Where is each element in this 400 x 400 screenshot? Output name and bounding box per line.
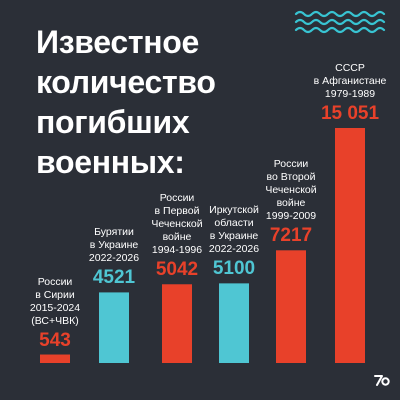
chart-title: Известное количество погибших военных:: [36, 22, 246, 182]
category-label: Бурятии в Украине 2022-2026: [74, 226, 154, 265]
category-label-line: 1994-1996: [151, 244, 203, 257]
category-label-line: в Первой: [154, 205, 200, 218]
category-label-line: Чеченской: [265, 184, 317, 197]
bar: [335, 128, 365, 363]
category-label-line: 2022-2026: [208, 243, 260, 256]
category-label-line: СССР: [335, 62, 365, 74]
category-label: Иркутской области в Украине 2022-2026: [194, 204, 274, 256]
category-label-line: области: [214, 217, 254, 230]
bar: [276, 250, 306, 363]
bar: [40, 354, 70, 363]
category-label: СССР в Афганистане 1979-1989: [310, 62, 390, 101]
value-label: 5100: [212, 258, 256, 280]
category-label-line: в Украине: [209, 230, 259, 243]
category-label-line: Бурятии: [94, 226, 134, 239]
category-label: России во Второй Чеченской войне 1999-2009: [251, 158, 331, 223]
category-label-line: России: [37, 275, 73, 288]
title-line: военных:: [36, 144, 185, 180]
category-label-line: (ВС+ЧВК): [31, 314, 79, 327]
title-line: погибших: [36, 104, 190, 140]
category-label: России в Сирии 2015-2024 (ВС+ЧВК): [15, 276, 95, 328]
title-line: Известное: [36, 24, 199, 60]
title-line: количество: [36, 64, 216, 100]
category-label-line: войне: [276, 197, 306, 210]
value-label: 7217: [269, 225, 313, 247]
value-label: 5042: [155, 259, 199, 281]
bar: [99, 292, 129, 363]
category-label-line: войне: [162, 231, 192, 244]
category-label-line: во Второй: [266, 171, 316, 184]
category-label-line: в Афганистане: [313, 75, 387, 87]
bar: [219, 283, 249, 363]
category-label-line: в Сирии: [35, 288, 75, 301]
category-label-line: 2015-2024: [29, 301, 81, 314]
category-label-line: России: [273, 158, 309, 171]
value-label: 4521: [92, 267, 136, 289]
brand-logo-icon: [374, 375, 390, 386]
value-label: 543: [39, 329, 71, 351]
bar: [162, 284, 192, 363]
category-label-line: 2022-2026: [88, 252, 140, 265]
category-label-line: России: [159, 192, 195, 205]
category-label-line: 1979-1989: [324, 88, 376, 100]
category-label-line: Иркутской: [209, 204, 259, 217]
category-label-line: в Украине: [89, 239, 139, 252]
category-label-line: 1999-2009: [265, 210, 317, 223]
value-label: 15 051: [320, 103, 380, 124]
category-label-line: Чеченской: [151, 218, 203, 231]
wave-lines-icon: [294, 10, 386, 34]
category-label: России в Первой Чеченской войне 1994-1996: [137, 192, 217, 257]
